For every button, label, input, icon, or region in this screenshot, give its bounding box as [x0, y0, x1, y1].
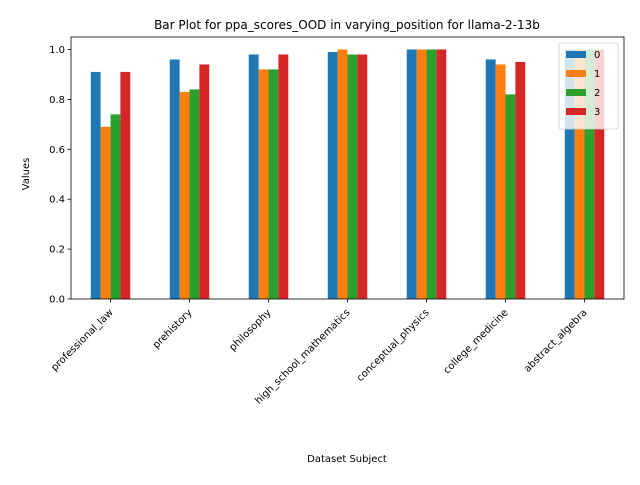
- x-tick-label: prehistory: [151, 307, 195, 351]
- bar-conceptual_physics-series-2: [426, 49, 437, 300]
- legend-label-series-0: 0: [594, 50, 600, 61]
- y-tick-label: 0.2: [49, 245, 65, 256]
- x-ticks-group: professional_law prehistory philosophyhigh…: [49, 299, 590, 407]
- y-tick-label: 0.4: [49, 195, 65, 206]
- x-axis-label: Dataset Subject: [307, 454, 387, 465]
- bar-abstract_algebra-series-2: [584, 49, 595, 300]
- bar-abstract_algebra-series-0: [564, 49, 575, 300]
- legend-label-series-3: 3: [594, 107, 600, 118]
- plot-frame: [70, 36, 625, 300]
- bar-college_medicine-series-3: [515, 61, 526, 300]
- bar-prehistory-series-2: [189, 89, 200, 300]
- bar-philosophy-series-3: [278, 54, 289, 299]
- bar-abstract_algebra-series-1: [574, 49, 585, 300]
- bar-high_school_mathematics-series-0: [327, 51, 338, 299]
- x-tick-label: conceptual_physics: [355, 307, 432, 384]
- chart-title: Bar Plot for ppa_scores_OOD in varying_p…: [154, 18, 540, 32]
- legend-label-series-2: 2: [594, 88, 600, 99]
- y-tick-label: 0.8: [49, 95, 65, 106]
- bar-high_school_mathematics-series-2: [347, 54, 358, 299]
- bar-philosophy-series-0: [248, 54, 259, 299]
- bar-high_school_mathematics-series-1: [337, 49, 348, 300]
- bar-college_medicine-series-0: [485, 59, 496, 300]
- bar-professional_law-series-2: [110, 114, 121, 299]
- bar-professional_law-series-3: [120, 71, 131, 300]
- bar-prehistory-series-0: [169, 59, 180, 300]
- y-tick-label: 0.6: [49, 145, 65, 156]
- y-axis-label: Values: [21, 158, 32, 191]
- x-tick-label: philosophy: [227, 307, 273, 353]
- bar-philosophy-series-2: [268, 69, 279, 299]
- bar-professional_law-series-1: [100, 126, 111, 299]
- x-tick-label: professional_law: [49, 307, 115, 373]
- bar-prehistory-series-1: [179, 91, 190, 300]
- bar-philosophy-series-1: [258, 69, 269, 299]
- bar-professional_law-series-0: [90, 71, 101, 300]
- legend-box: [558, 42, 619, 130]
- bar-conceptual_physics-series-0: [406, 49, 417, 300]
- x-tick-label: college_medicine: [442, 307, 511, 376]
- y-ticks-group: 0.0 0.2 0.4 0.6 0.8 1.0: [49, 45, 71, 306]
- legend-swatch-series-2: [566, 89, 586, 96]
- x-tick-label: high_school_mathematics: [253, 307, 352, 406]
- legend: 0 1 2 3: [558, 42, 619, 130]
- bar-prehistory-series-3: [199, 64, 210, 299]
- bar-conceptual_physics-series-1: [416, 49, 427, 300]
- bar-college_medicine-series-2: [505, 94, 516, 299]
- bar-abstract_algebra-series-3: [594, 49, 605, 300]
- y-tick-label: 0.0: [49, 295, 65, 306]
- legend-swatch-series-0: [566, 51, 586, 58]
- bar-high_school_mathematics-series-3: [357, 54, 368, 299]
- y-tick-label: 1.0: [49, 45, 65, 56]
- bars-group: [90, 49, 605, 300]
- x-tick-label: abstract_algebra: [522, 307, 589, 374]
- legend-swatch-series-1: [566, 70, 586, 77]
- legend-label-series-1: 1: [594, 69, 600, 80]
- bar-college_medicine-series-1: [495, 64, 506, 299]
- bar-conceptual_physics-series-3: [436, 49, 447, 300]
- legend-swatch-series-3: [566, 108, 586, 115]
